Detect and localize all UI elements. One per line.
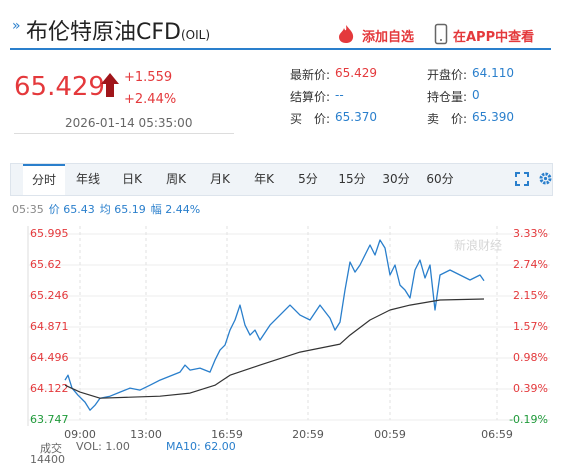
- phone-icon[interactable]: [434, 23, 448, 45]
- tab[interactable]: 15分: [338, 172, 366, 186]
- y-tick-label: 63.747: [30, 413, 69, 426]
- field-value: 65.429: [335, 66, 377, 80]
- change-pct: +2.44%: [124, 92, 177, 107]
- arrow-icon: »: [12, 18, 21, 34]
- y2-tick-label: 2.15%: [513, 289, 548, 302]
- info-line: 05:35 价 65.43 均 65.19 幅 2.44%: [12, 201, 205, 217]
- vol-ma10: MA10: 62.00: [166, 440, 236, 453]
- y-tick-label: 64.496: [30, 351, 69, 364]
- expand-icon[interactable]: [515, 172, 529, 186]
- app-button[interactable]: 在APP中查看: [453, 30, 535, 45]
- field-label: 买 价:: [290, 112, 331, 126]
- info-item: 幅 2.44%: [150, 203, 201, 216]
- y-tick-label: 65.995: [30, 227, 69, 240]
- field-label: 卖 价:: [427, 112, 468, 126]
- y-tick-label: 64.871: [30, 320, 69, 333]
- x-tick-label: 06:59: [481, 428, 513, 441]
- title-text: 布伦特原油CFD: [26, 20, 181, 45]
- tab[interactable]: 周K: [166, 172, 186, 186]
- change: +1.559: [124, 70, 173, 85]
- vol-label: 成交: [40, 442, 62, 455]
- y-tick-label: 64.122: [30, 382, 69, 395]
- line-series: [64, 239, 485, 411]
- field-value: 65.370: [335, 110, 377, 124]
- price: 65.429: [14, 72, 105, 102]
- title-code: (OIL): [180, 28, 211, 42]
- info-item: 05:35: [12, 203, 44, 216]
- header-rule: [10, 48, 551, 50]
- field-label: 开盘价:: [427, 68, 468, 82]
- y2-tick-label: 0.39%: [513, 382, 548, 395]
- x-tick-label: 00:59: [374, 428, 406, 441]
- title: 布伦特原油CFD(OIL): [26, 14, 210, 46]
- field-label: 持仓量:: [427, 90, 468, 104]
- y2-tick-label: 2.74%: [513, 258, 548, 271]
- y2-tick-label: 1.57%: [513, 320, 548, 333]
- field-label: 最新价:: [290, 68, 331, 82]
- field-value: 65.390: [472, 110, 514, 124]
- tab[interactable]: 5分: [298, 172, 318, 186]
- x-tick-label: 16:59: [211, 428, 243, 441]
- field-value: --: [335, 88, 344, 102]
- field-label: 结算价:: [290, 90, 331, 104]
- field-value: 64.110: [472, 66, 514, 80]
- quote-time: 2026-01-14 05:35:00: [65, 116, 193, 130]
- tab-bar: 分时 年线 日K 周K 月K 年K 5分 15分 30分 60分: [10, 163, 553, 196]
- x-tick-label: 20:59: [292, 428, 324, 441]
- watermark: 新浪财经: [454, 238, 502, 253]
- tab[interactable]: 年线: [75, 172, 100, 186]
- y2-tick-label: 3.33%: [513, 227, 548, 240]
- chart: 新浪财经 65.995 65.62 65.246 64.871 64.496 64.122…: [27, 226, 550, 441]
- info-item: 价 65.43: [48, 203, 95, 216]
- up-arrow: [101, 73, 119, 97]
- y-tick-label: 65.246: [30, 289, 69, 302]
- tab[interactable]: 年K: [254, 172, 274, 186]
- tab[interactable]: 30分: [382, 172, 410, 186]
- settings-icon[interactable]: [538, 171, 553, 186]
- tab[interactable]: 60分: [426, 172, 454, 186]
- field-value: 0: [472, 88, 480, 102]
- line-series: [64, 298, 485, 399]
- tab[interactable]: 分时: [23, 164, 65, 195]
- tab[interactable]: 月K: [210, 172, 230, 186]
- y2-tick-label: -0.19%: [509, 413, 548, 426]
- tab[interactable]: 日K: [122, 172, 142, 186]
- flame-icon[interactable]: [336, 24, 356, 44]
- add-button[interactable]: 添加自选: [362, 30, 415, 45]
- x-tick-label: 09:00: [64, 428, 96, 441]
- y-tick-label: 65.62: [30, 258, 62, 271]
- info-item: 均 65.19: [99, 203, 146, 216]
- vol-value: VOL: 1.00: [76, 440, 130, 453]
- y2-tick-label: 0.98%: [513, 351, 548, 364]
- quote-rule: [14, 133, 234, 134]
- x-tick-label: 13:00: [130, 428, 162, 441]
